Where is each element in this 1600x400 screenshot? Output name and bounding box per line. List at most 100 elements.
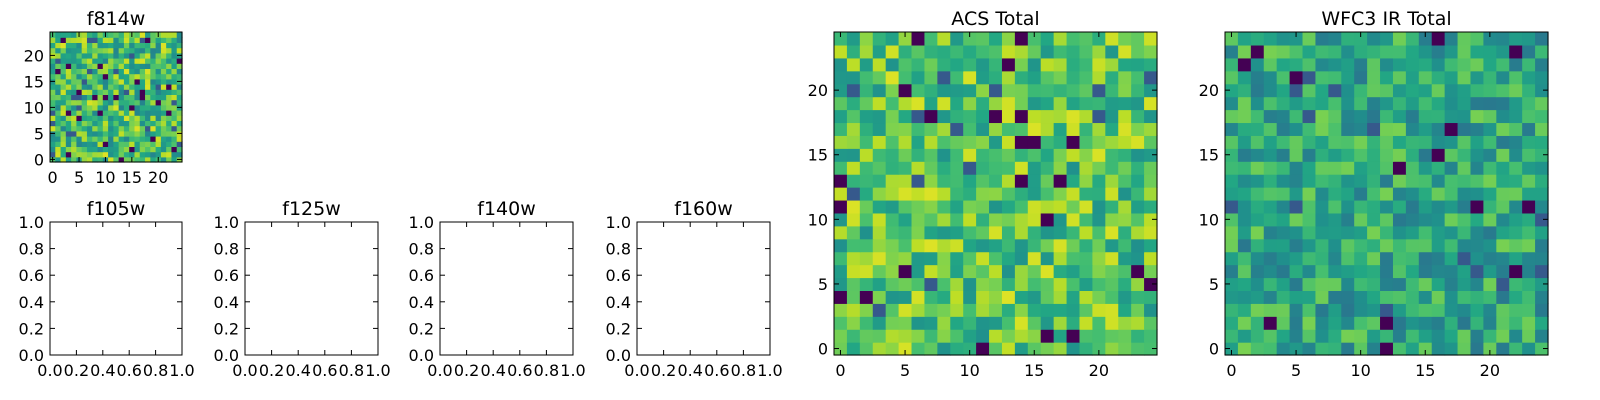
heatmap-cell [1263, 32, 1278, 46]
heatmap-cell [1250, 212, 1265, 227]
heatmap-cell [171, 151, 178, 158]
heatmap-cell [145, 110, 151, 116]
heatmap-cell [1367, 83, 1381, 98]
heatmap-cell [102, 146, 109, 153]
heatmap-cell [1237, 251, 1252, 266]
heatmap-cell [76, 125, 83, 132]
heatmap-cell [1354, 329, 1368, 343]
heatmap-cell [950, 212, 964, 227]
heatmap-cell [1522, 57, 1536, 72]
heatmap-cell [1522, 290, 1536, 304]
heatmap-cell [1380, 135, 1394, 149]
heatmap-cell [1328, 174, 1342, 188]
heatmap-cell [166, 141, 173, 147]
heatmap-cell [911, 32, 926, 46]
heatmap-cell [166, 42, 173, 49]
heatmap-cell [1225, 122, 1239, 136]
heatmap-cell [937, 238, 951, 253]
heatmap-cell [1328, 44, 1342, 59]
heatmap-cell [976, 329, 990, 343]
heatmap-cell [885, 277, 900, 291]
heatmap-cell [71, 136, 77, 142]
heatmap-cell [1522, 83, 1536, 98]
heatmap-cell [50, 73, 56, 80]
heatmap-cell [1496, 161, 1510, 175]
heatmap-cell [113, 63, 120, 69]
heatmap-cell [924, 238, 938, 253]
heatmap-cell [1418, 238, 1433, 253]
heatmap-cell [118, 99, 125, 106]
heatmap-cell [834, 135, 848, 149]
heatmap-cell [1105, 238, 1119, 253]
heatmap-cell [1354, 251, 1368, 266]
heatmap-cell [859, 251, 874, 266]
heatmap-cell [937, 57, 951, 72]
heatmap-cell [976, 148, 990, 162]
heatmap-cell [1289, 329, 1304, 343]
heatmap-cell [108, 68, 114, 75]
heatmap-cell [1131, 329, 1145, 343]
heatmap-cell [1040, 161, 1055, 175]
heatmap-cell [1225, 264, 1239, 279]
heatmap-cell [134, 47, 141, 54]
heatmap-cell [81, 89, 88, 95]
heatmap-cell [1380, 251, 1394, 266]
heatmap-cell [155, 47, 162, 54]
y-tick-label: 5 [1209, 275, 1219, 294]
heatmap-cell [1315, 277, 1329, 291]
heatmap-cell [1053, 277, 1068, 291]
heatmap-cell [1131, 264, 1145, 279]
heatmap-cell [950, 187, 964, 201]
heatmap-cell [1431, 83, 1446, 98]
heatmap-cell [118, 110, 125, 116]
heatmap-cell [1444, 329, 1459, 343]
heatmap-cell [1014, 122, 1029, 136]
x-tick-label: 0.2 [454, 361, 479, 380]
heatmap-cell [134, 52, 141, 59]
heatmap-cell [976, 57, 990, 72]
heatmap-cell [1225, 303, 1239, 317]
heatmap-cell [1092, 212, 1106, 227]
heatmap-cell [976, 251, 990, 266]
heatmap-cell [1315, 161, 1329, 175]
heatmap-cell [123, 146, 130, 153]
heatmap-cell [963, 342, 977, 356]
heatmap-cell [1328, 109, 1342, 124]
x-tick-label: 0.0 [232, 361, 257, 380]
heatmap-cell [1367, 264, 1381, 279]
heatmap-cell [176, 47, 183, 54]
heatmap-cell [86, 99, 93, 106]
heatmap-cell [118, 120, 125, 127]
heatmap-cell [1509, 161, 1523, 175]
heatmap-cell [123, 110, 130, 116]
heatmap-cell [898, 212, 913, 227]
heatmap-cell [1380, 264, 1394, 279]
heatmap-cell [1315, 187, 1329, 201]
heatmap-cell [924, 83, 938, 98]
heatmap-cell [1014, 44, 1029, 59]
heatmap-cell [1289, 238, 1304, 253]
heatmap-cell [1131, 174, 1145, 188]
heatmap-cell [846, 57, 861, 72]
heatmap-cell [1509, 329, 1523, 343]
heatmap-cell [1144, 44, 1158, 59]
heatmap-cell [134, 156, 141, 163]
heatmap-cell [155, 52, 162, 59]
heatmap-cell [134, 42, 141, 49]
heatmap-cell [989, 212, 1003, 227]
heatmap-cell [1509, 83, 1523, 98]
heatmap-cell [71, 146, 77, 153]
heatmap-cell [1289, 303, 1304, 317]
heatmap-cell [81, 84, 88, 90]
heatmap-cell [1225, 251, 1239, 266]
heatmap-cell [1027, 316, 1042, 330]
heatmap-cell [1522, 32, 1536, 46]
heatmap-cell [123, 115, 130, 121]
heatmap-image [834, 32, 1158, 356]
heatmap-cell [963, 238, 977, 253]
heatmap-cell [1457, 277, 1472, 291]
heatmap-cell [145, 104, 151, 111]
heatmap-cell [950, 264, 964, 279]
heatmap-cell [911, 251, 926, 266]
heatmap-cell [55, 110, 62, 116]
